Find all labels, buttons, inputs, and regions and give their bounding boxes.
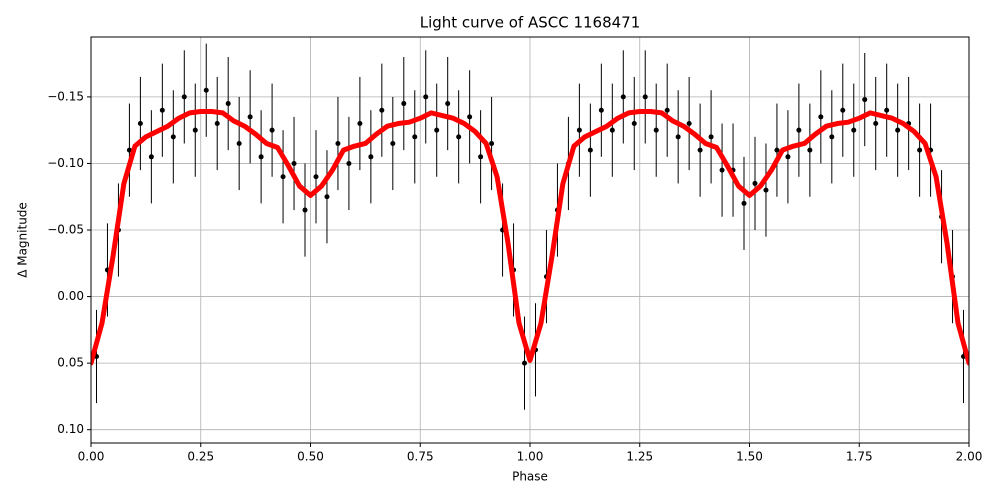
grid (90, 37, 970, 443)
data-point (258, 154, 264, 160)
data-point (247, 114, 253, 120)
chart-title: Light curve of ASCC 1168471 (420, 14, 641, 32)
data-point (379, 107, 385, 113)
data-point (818, 114, 824, 120)
data-point (664, 107, 670, 113)
x-tick-label: 1.50 (736, 450, 763, 464)
data-point (192, 127, 198, 133)
data-point (335, 140, 341, 146)
y-axis-label: Δ Magnitude (16, 202, 30, 278)
data-point (895, 127, 901, 133)
data-point (291, 160, 297, 166)
data-point (697, 147, 703, 153)
data-point (456, 134, 462, 140)
data-point (401, 101, 407, 107)
x-tick-label: 0.50 (297, 450, 324, 464)
data-point (708, 134, 714, 140)
x-axis-label: Phase (512, 470, 548, 484)
data-point (796, 127, 802, 133)
data-point (851, 127, 857, 133)
data-point (829, 134, 835, 140)
data-point (489, 140, 495, 146)
data-point (390, 140, 396, 146)
data-point (357, 121, 363, 127)
data-point (917, 147, 923, 153)
data-point (280, 174, 286, 180)
data-point (445, 101, 451, 107)
data-point (763, 187, 769, 193)
data-point (598, 107, 604, 113)
x-tick-label: 0.00 (78, 450, 105, 464)
x-tick-label: 1.25 (626, 450, 653, 464)
data-point (269, 127, 275, 133)
data-point (236, 140, 242, 146)
data-point (181, 94, 187, 100)
y-tick-label: −0.10 (47, 156, 84, 170)
data-point (785, 154, 791, 160)
data-point (719, 167, 725, 173)
data-point (587, 147, 593, 153)
data-point (576, 127, 582, 133)
data-point (368, 154, 374, 160)
data-point (752, 180, 758, 186)
data-point (137, 121, 143, 127)
data-point (522, 360, 528, 366)
data-point (862, 97, 868, 103)
x-tick-label: 1.75 (846, 450, 873, 464)
x-tick-label: 2.00 (956, 450, 983, 464)
data-point (686, 121, 692, 127)
data-point (840, 107, 846, 113)
data-point (148, 154, 154, 160)
data-point (642, 94, 648, 100)
data-point (609, 127, 615, 133)
data-point (467, 114, 473, 120)
data-point (675, 134, 681, 140)
data-point (324, 194, 330, 200)
data-point (620, 94, 626, 100)
data-point (741, 200, 747, 206)
data-point (346, 160, 352, 166)
data-point (170, 134, 176, 140)
data-point (807, 147, 813, 153)
data-point (214, 121, 220, 127)
y-tick-label: −0.15 (47, 89, 84, 103)
data-point (884, 107, 890, 113)
data-point (203, 87, 209, 93)
y-tick-label: 0.00 (57, 289, 84, 303)
model-curve (91, 109, 969, 366)
data-point (313, 174, 319, 180)
axes: 0.00 0.25 0.50 0.75 1.00 1.25 1.50 1.75 2.00 −0.1… (47, 89, 982, 463)
y-tick-label: 0.10 (57, 422, 84, 436)
data-point (631, 121, 637, 127)
data-point (302, 207, 308, 213)
data-point (412, 134, 418, 140)
plot-area (91, 43, 969, 410)
x-tick-label: 1.00 (517, 450, 544, 464)
x-tick-label: 0.75 (407, 450, 434, 464)
data-point (159, 107, 165, 113)
data-point (478, 154, 484, 160)
y-tick-label: 0.05 (57, 356, 84, 370)
data-point (434, 127, 440, 133)
y-tick-label: −0.05 (47, 223, 84, 237)
data-point (653, 127, 659, 133)
data-point (873, 121, 879, 127)
data-point (423, 94, 429, 100)
x-tick-label: 0.25 (187, 450, 214, 464)
data-point (774, 147, 780, 153)
data-point (126, 147, 132, 153)
data-point (225, 101, 231, 107)
